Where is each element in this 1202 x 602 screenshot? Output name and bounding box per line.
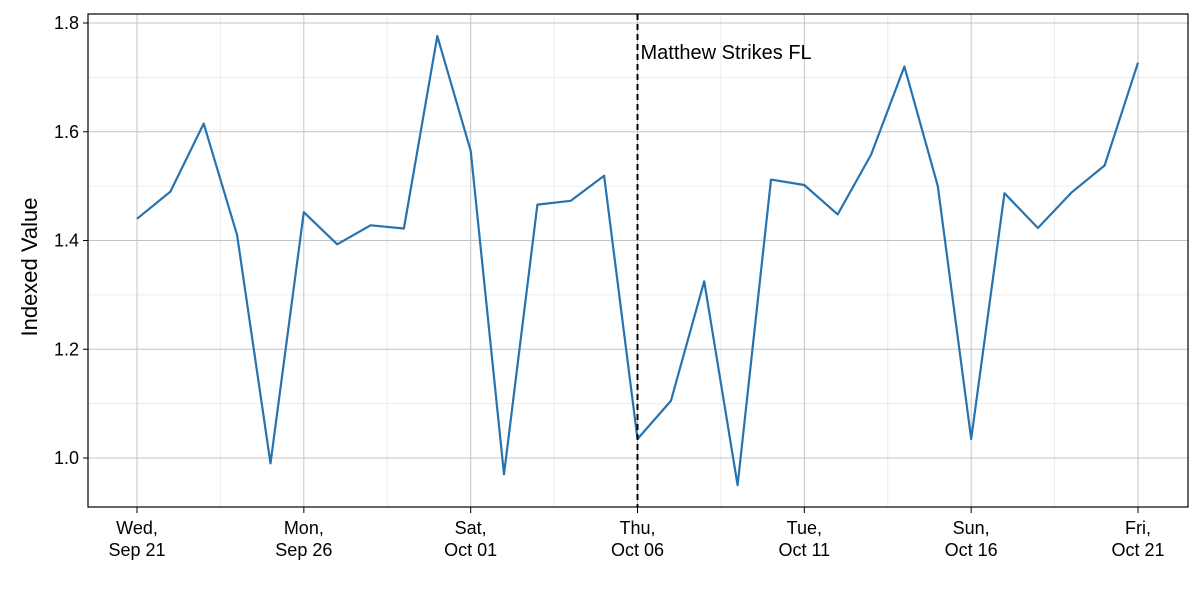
x-tick-label: Mon, Sep 26 (275, 518, 332, 560)
annotation-layer: Matthew Strikes FL (636, 14, 812, 507)
x-tick-label: Sat, Oct 01 (444, 518, 497, 560)
y-tick-label: 1.0 (54, 448, 79, 468)
annotation-label: Matthew Strikes FL (641, 42, 812, 64)
x-tick-label: Thu, Oct 06 (611, 518, 664, 560)
axes-layer: 1.0 1.2 1.4 1.6 1.8 Wed, Sep 21 Mon, Sep 26 Sat, O… (54, 13, 1189, 560)
x-tick-label: Fri, Oct 21 (1111, 518, 1164, 560)
y-axis-title: Indexed Value (17, 197, 42, 336)
x-tick-label: Sun, Oct 16 (945, 518, 998, 560)
x-tick-label: Wed, Sep 21 (108, 518, 165, 560)
y-tick-label: 1.6 (54, 122, 79, 142)
x-tick-label: Tue, Oct 11 (778, 518, 830, 560)
y-tick-label: 1.2 (54, 339, 79, 359)
y-tick-label: 1.4 (54, 231, 79, 251)
y-tick-label: 1.8 (54, 13, 79, 33)
